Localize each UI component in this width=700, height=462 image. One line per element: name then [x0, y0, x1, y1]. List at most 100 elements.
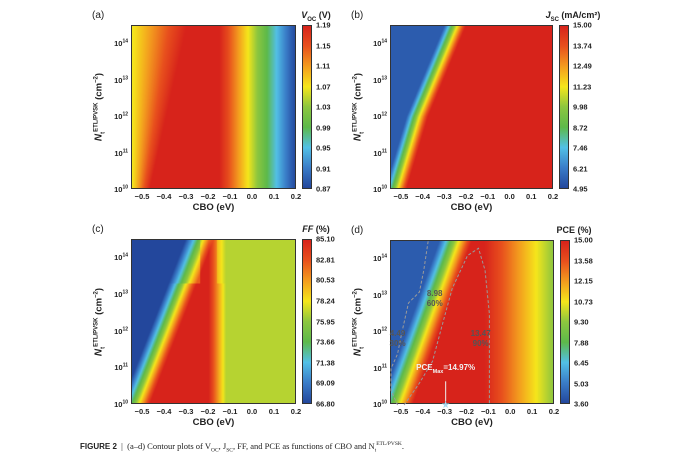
x-tick-label: 0.0	[505, 407, 516, 416]
y-tick-label: 1012	[114, 111, 128, 121]
colorbar-tick-label: 6.21	[573, 164, 588, 173]
colorbar-tick-label: 1.07	[316, 82, 331, 91]
x-tick-label: 0.1	[526, 407, 538, 416]
colorbar-tick-label: 10.73	[574, 297, 593, 306]
x-tick-label: 0.1	[268, 192, 280, 201]
x-tick-label: −0.5	[134, 407, 150, 416]
caption-text: , FF, and PCE as functions of CBO and N	[232, 441, 375, 451]
colorbar-tick-label: 0.87	[316, 184, 331, 194]
colorbar-tick-label: 7.46	[573, 143, 588, 153]
y-tick-label: 1014	[114, 252, 128, 263]
colorbar-tick-label: 12.15	[574, 276, 593, 286]
x-tick-label: 0.2	[548, 407, 560, 416]
jsc-colorbar	[559, 25, 569, 189]
colorbar-tick-label: 82.81	[316, 255, 335, 265]
colorbar-tick-label: 5.03	[574, 379, 589, 388]
x-tick-label: −0.4	[415, 407, 431, 416]
x-tick-label: −0.3	[178, 192, 194, 201]
x-axis-title: CBO (eV)	[451, 417, 493, 428]
colorbar-tick-label: 78.24	[316, 296, 335, 306]
colorbar-tick-label: 85.10	[316, 234, 335, 244]
colorbar-tick-label: 15.00	[574, 235, 593, 245]
y-tick-label: 1010	[114, 184, 128, 194]
x-tick-label: −0.3	[436, 192, 452, 201]
x-tick-label: −0.4	[415, 192, 430, 201]
x-tick-label: −0.2	[458, 192, 474, 201]
ff-heatmap	[131, 239, 296, 404]
colorbar-tick-label: 9.30	[574, 317, 589, 327]
y-tick-label: 1010	[373, 399, 387, 409]
y-tick-label: 1012	[373, 111, 387, 121]
x-tick-label: −0.2	[200, 192, 216, 201]
ff-colorbar-title: FF (%)	[302, 224, 330, 234]
ff-colorbar	[302, 239, 312, 404]
colorbar-tick-label: 71.38	[316, 358, 335, 368]
contour-30-line	[390, 240, 429, 406]
colorbar-tick-label: 1.19	[316, 20, 331, 30]
caption-sub: OC	[211, 447, 219, 454]
colorbar-tick-label: 7.88	[574, 338, 589, 347]
x-tick-label: −0.5	[393, 407, 409, 416]
colorbar-tick-label: 66.80	[316, 399, 335, 409]
x-tick-label: 0.0	[504, 192, 515, 201]
contour-60-label: 8.98 60%	[426, 289, 443, 309]
x-tick-label: −0.4	[156, 192, 172, 201]
colorbar-tick-label: 73.66	[316, 337, 335, 347]
contour-30-label: 4.49 30%	[389, 329, 406, 349]
y-tick-label: 1014	[373, 253, 387, 263]
y-tick-label: 1013	[114, 74, 128, 85]
colorbar-tick-label: 0.95	[316, 143, 331, 153]
x-tick-label: −0.5	[134, 192, 150, 201]
y-tick-label: 1012	[114, 325, 128, 336]
x-tick-label: 0.1	[526, 192, 537, 201]
x-tick-label: 0.1	[268, 407, 280, 416]
contour-90-line	[403, 247, 490, 406]
jsc-heatmap	[390, 25, 553, 189]
y-axis-title: NtETL/PVSK (cm−2)	[352, 287, 366, 357]
y-tick-label: 1013	[373, 289, 387, 300]
colorbar-tick-label: 75.95	[316, 317, 335, 326]
colorbar-tick-label: 69.09	[316, 378, 335, 388]
y-tick-label: 1011	[373, 147, 387, 158]
colorbar-tick-label: 1.11	[316, 61, 331, 71]
x-tick-label: −0.1	[222, 192, 238, 201]
colorbar-tick-label: 12.49	[573, 61, 592, 71]
y-tick-label: 1014	[114, 38, 128, 48]
caption-sup: ETL/PVSK	[376, 441, 402, 448]
contour-overlay: ★	[390, 240, 490, 411]
x-tick-label: −0.3	[437, 407, 453, 416]
y-tick-label: 1011	[114, 147, 128, 158]
y-axis-title: NtETL/PVSK (cm−2)	[352, 72, 366, 142]
y-axis-title: NtETL/PVSK (cm−2)	[93, 72, 107, 142]
y-tick-label: 1011	[373, 362, 387, 373]
panel-letter: (b)	[351, 10, 364, 21]
caption-label: FIGURE 2	[80, 442, 117, 451]
x-tick-label: 0.2	[547, 192, 559, 201]
x-tick-label: 0.2	[290, 192, 302, 201]
x-tick-label: −0.4	[156, 407, 172, 416]
x-tick-label: 0.0	[246, 407, 258, 416]
x-tick-label: −0.1	[222, 407, 238, 416]
pce-heatmap: ★ 4.49 30% 8.98 60% 13.47 90% PCEMax=14.97%	[389, 240, 554, 411]
colorbar-tick-label: 3.60	[574, 399, 589, 409]
x-tick-label: 0.0	[246, 192, 258, 201]
y-tick-label: 1013	[114, 289, 128, 299]
pce-colorbar-title: PCE (%)	[556, 225, 592, 235]
pce-heatmap-image	[391, 241, 553, 403]
figure-caption: FIGURE 2 | (a–d) Contour plots of VOC, J…	[80, 441, 404, 454]
y-tick-label: 1013	[373, 74, 387, 85]
x-tick-label: −0.3	[178, 407, 194, 416]
pce-max-label: PCEMax=14.97%	[416, 363, 476, 376]
panel-letter: (a)	[92, 10, 105, 21]
colorbar-tick-label: 13.58	[574, 256, 593, 265]
jsc-heatmap-image	[391, 26, 552, 188]
caption-text: (a–d) Contour plots of V	[127, 441, 212, 451]
y-tick-label: 1011	[114, 362, 128, 373]
x-tick-label: −0.2	[459, 407, 474, 416]
colorbar-tick-label: 15.00	[573, 20, 592, 30]
colorbar-tick-label: 0.99	[316, 123, 331, 132]
x-tick-label: −0.1	[480, 407, 496, 416]
colorbar-tick-label: 8.72	[573, 123, 588, 132]
contour-90-label: 13.47 90%	[470, 329, 491, 349]
